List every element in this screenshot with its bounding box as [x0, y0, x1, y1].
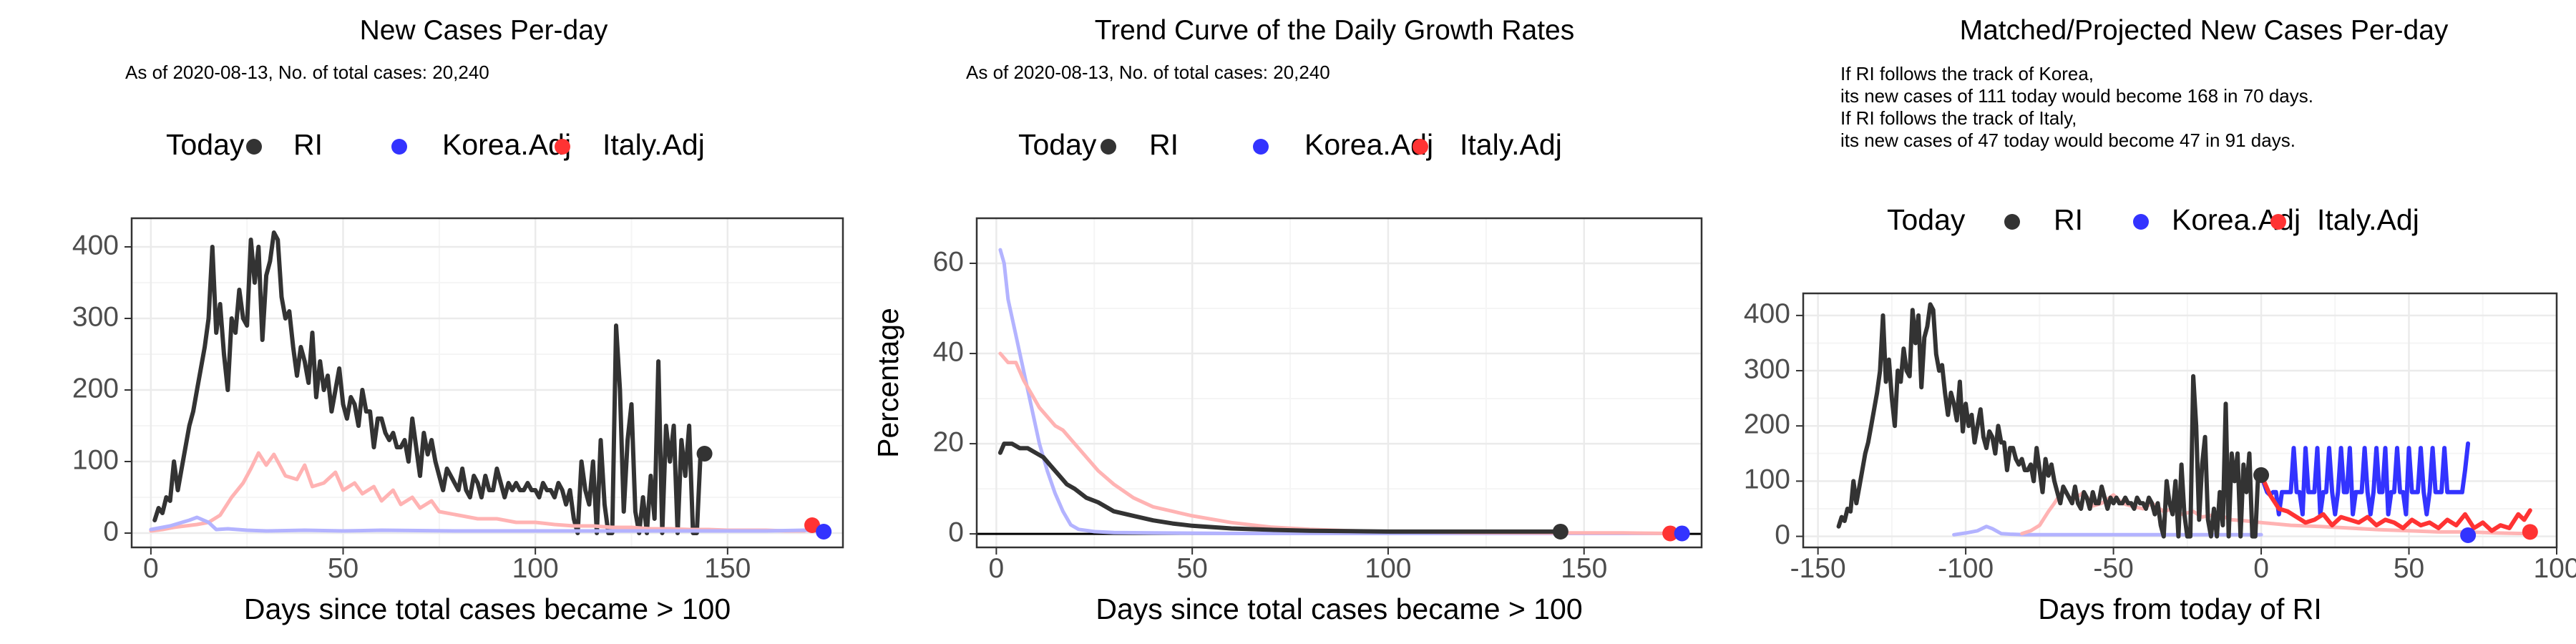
- x-tick-label: 100: [512, 553, 559, 584]
- panel-new-cases-per-day: New Cases Per-day As of 2020-08-13, No. o…: [72, 15, 844, 625]
- series-line-ri: [997, 441, 1563, 534]
- chart-subtitle-line: its new cases of 47 today would become 4…: [1840, 130, 2296, 151]
- legend-key-2: [555, 139, 570, 155]
- series-group: [997, 248, 1690, 542]
- y-axis-label: Percentage: [872, 308, 904, 458]
- y-tick-label: 300: [72, 301, 119, 332]
- y-tick-label: 100: [72, 444, 119, 475]
- y-tick-label: 100: [1744, 464, 1790, 495]
- legend-key-1: [391, 139, 407, 155]
- today-point-italy-adj: [804, 517, 821, 533]
- x-tick-label: -50: [2093, 553, 2133, 584]
- legend-label: Italy.Adj: [1460, 128, 1562, 161]
- series-line-ri: [1836, 302, 2264, 539]
- x-tick-label: 50: [328, 553, 358, 584]
- x-tick-label: 100: [2533, 553, 2576, 584]
- y-tick-label: 400: [72, 230, 119, 260]
- legend-key-0: [246, 139, 262, 155]
- legend-key-1: [2133, 214, 2149, 230]
- series-line-korea-adj: [149, 515, 822, 533]
- chart-subtitle: As of 2020-08-13, No. of total cases: 20…: [966, 62, 1330, 83]
- today-point-korea-adj: [2460, 527, 2477, 544]
- today-point-ri: [696, 446, 713, 462]
- x-tick-label: 100: [1365, 553, 1411, 584]
- legend-key-0: [1101, 139, 1116, 155]
- x-tick-label: 150: [1561, 553, 1607, 584]
- legend-key-1: [1253, 139, 1269, 155]
- legend-label: Korea.Adj: [442, 128, 571, 161]
- series-line-ri: [152, 230, 707, 535]
- x-tick-label: 50: [1176, 553, 1207, 584]
- plot-border: [975, 217, 1703, 549]
- x-axis-label: Days since total cases became > 100: [1096, 592, 1582, 625]
- legend-title: Today: [1887, 203, 1966, 236]
- chart-subtitle-line: its new cases of 111 today would become …: [1840, 85, 2313, 107]
- y-tick-label: 40: [933, 336, 964, 367]
- legend-title: Today: [166, 128, 245, 161]
- y-tick-label: 300: [1744, 353, 1790, 384]
- legend-key-2: [2270, 214, 2286, 230]
- y-tick-label: 200: [72, 373, 119, 404]
- series-group: [1836, 302, 2538, 544]
- y-tick-label: 60: [933, 246, 964, 277]
- legend-label: Korea.Adj: [1304, 128, 1433, 161]
- chart-title: Matched/Projected New Cases Per-day: [1960, 15, 2449, 46]
- panel-daily-growth-rates: Trend Curve of the Daily Growth Rates As …: [872, 15, 1703, 625]
- legend-key-2: [1413, 139, 1428, 155]
- today-point-korea-adj: [1674, 525, 1690, 542]
- y-tick-label: 200: [1744, 409, 1790, 440]
- plot-area: 0 50 100 150 0 20 40 60: [933, 218, 1702, 584]
- today-point-italy-adj: [2522, 524, 2538, 540]
- today-point-korea-adj: [816, 524, 832, 540]
- x-tick-label: 0: [2253, 553, 2269, 584]
- x-tick-label: 0: [143, 553, 159, 584]
- y-tick-label: 400: [1744, 298, 1790, 329]
- legend-label: Italy.Adj: [2317, 203, 2419, 236]
- plot-border: [1802, 292, 2558, 549]
- x-axis-label: Days from today of RI: [2038, 592, 2321, 625]
- legend-label: RI: [2054, 203, 2083, 236]
- series-group: [149, 230, 832, 540]
- x-axis-label: Days since total cases became > 100: [244, 592, 731, 625]
- plot-background: [977, 218, 1702, 547]
- chart-subtitle-line: If RI follows the track of Korea,: [1840, 63, 2094, 84]
- panel-projected-new-cases: Matched/Projected New Cases Per-day If RI…: [1744, 15, 2576, 625]
- chart-subtitle-line: If RI follows the track of Italy,: [1840, 107, 2077, 129]
- chart-subtitle: As of 2020-08-13, No. of total cases: 20…: [125, 62, 489, 83]
- legend-label: RI: [293, 128, 323, 161]
- legend-label: Italy.Adj: [602, 128, 705, 161]
- legend: Today RI Korea.Adj Italy.Adj: [1887, 203, 2419, 236]
- legend: Today RI Korea.Adj Italy.Adj: [1018, 128, 1562, 161]
- today-point-ri: [2253, 467, 2270, 483]
- x-tick-label: 50: [2394, 553, 2424, 584]
- series-line-italy-adj: [149, 451, 814, 533]
- series-line-korea-adj-projected: [2259, 441, 2471, 517]
- series-line-italy-adj-projected: [2259, 472, 2532, 533]
- y-tick-label: 0: [1775, 519, 1790, 550]
- x-tick-label: 150: [704, 553, 751, 584]
- x-tick-label: -100: [1938, 553, 1994, 584]
- legend: Today RI Korea.Adj Italy.Adj: [166, 128, 705, 161]
- legend-key-0: [2004, 214, 2020, 230]
- legend-label: RI: [1149, 128, 1179, 161]
- plot-border: [130, 217, 844, 549]
- x-tick-label: 0: [989, 553, 1005, 584]
- plot-area: -150 -100 -50 0 50 100 0 100 200 300 400: [1744, 293, 2576, 584]
- legend-title: Today: [1018, 128, 1097, 161]
- today-point-italy-adj: [1662, 525, 1679, 542]
- y-tick-label: 0: [948, 517, 964, 547]
- today-point-ri: [1552, 523, 1568, 540]
- y-tick-label: 20: [933, 426, 964, 457]
- chart-title: New Cases Per-day: [360, 15, 608, 46]
- y-tick-label: 0: [103, 516, 119, 547]
- chart-title: Trend Curve of the Daily Growth Rates: [1095, 15, 1574, 46]
- x-tick-label: -150: [1790, 553, 1846, 584]
